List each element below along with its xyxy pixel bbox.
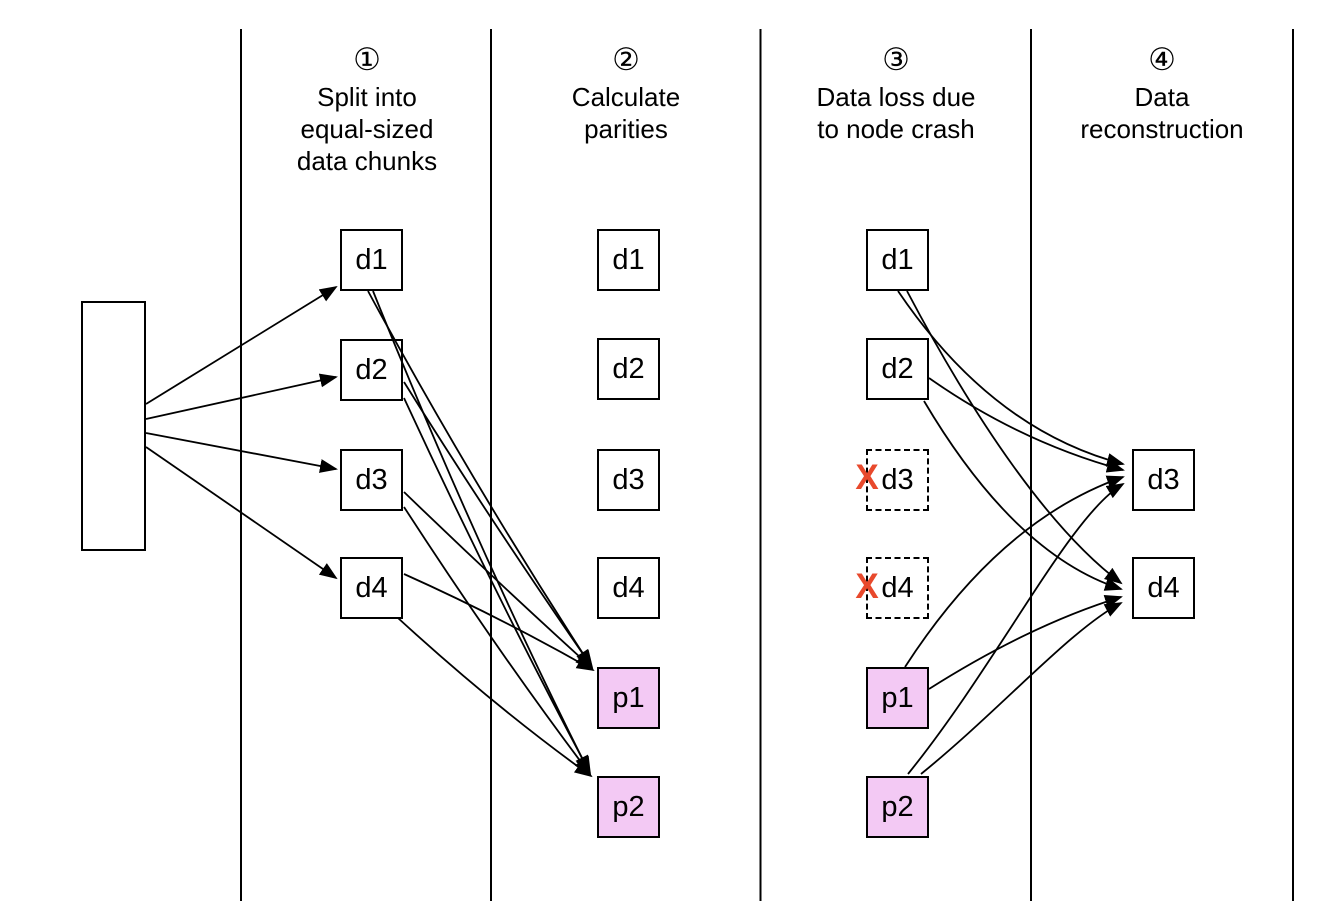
crash-mark-d3: X <box>855 458 879 497</box>
edge-d2-d4r <box>923 400 1123 591</box>
edge-d1-d3r <box>897 290 1125 467</box>
stage3-lost-chunk-d4-label: d4 <box>881 571 914 604</box>
edge-source-d2 <box>145 373 338 420</box>
stage1-title-line3: data chunks <box>296 146 438 176</box>
stage1-chunk-d4-label: d4 <box>355 571 388 604</box>
edge-d3-p2 <box>403 506 592 776</box>
stage2-chunk-d3: d3 <box>597 449 660 511</box>
stage3-title-line1: Data loss due <box>816 82 976 112</box>
stage3-chunk-d1-label: d1 <box>881 243 914 276</box>
stage3-lost-chunk-d3-label: d3 <box>881 463 914 496</box>
stage1-chunk-d1: d1 <box>340 229 403 291</box>
edge-d2-p1 <box>403 381 594 669</box>
edge-d4-p2 <box>397 617 593 778</box>
stage4-reconstructed-d3-label: d3 <box>1147 463 1180 496</box>
stage3-parity-p1-label: p1 <box>881 681 914 714</box>
stage3-parity-p2-label: p2 <box>881 790 914 823</box>
edge-source-d3 <box>145 432 338 473</box>
edge-p1-d4r <box>928 595 1123 690</box>
stage3-chunk-d2-label: d2 <box>881 352 914 385</box>
stage1-header: ① Split into equal-sized data chunks <box>236 42 498 177</box>
stage1-chunk-d3-label: d3 <box>355 463 388 496</box>
stage2-header: ② Calculate parities <box>495 42 757 145</box>
edge-source-d4 <box>145 446 338 580</box>
stage1-number: ① <box>353 42 381 77</box>
crash-mark-d4: X <box>855 567 879 606</box>
stage2-chunk-d2: d2 <box>597 338 660 400</box>
edge-p2-d3r <box>907 482 1125 775</box>
stage3-parity-p2: p2 <box>866 776 929 838</box>
split-arrows <box>145 285 338 580</box>
stage1-chunk-d1-label: d1 <box>355 243 388 276</box>
edge-d1-p2 <box>372 290 590 774</box>
stage4-reconstructed-d4: d4 <box>1132 557 1195 619</box>
stage2-chunk-d4: d4 <box>597 557 660 619</box>
stage4-reconstructed-d3: d3 <box>1132 449 1195 511</box>
edge-source-d1 <box>145 285 338 405</box>
stage1-title-line2: equal-sized <box>300 114 434 144</box>
edge-d2-d3r <box>928 377 1125 473</box>
stage3-chunk-d2: d2 <box>866 338 929 400</box>
stage2-title-line1: Calculate <box>571 82 681 112</box>
stage2-parity-p2: p2 <box>597 776 660 838</box>
edge-p2-d4r <box>920 602 1123 775</box>
stage3-number: ③ <box>882 42 910 77</box>
stage2-parity-p1-label: p1 <box>612 681 645 714</box>
edge-d1-d4r <box>906 290 1123 585</box>
stage1-chunk-d2: d2 <box>340 339 403 401</box>
stage4-number: ④ <box>1148 42 1176 77</box>
stage3-title-line2: to node crash <box>817 114 975 144</box>
stage1-chunk-d4: d4 <box>340 557 403 619</box>
stage2-chunk-d1: d1 <box>597 229 660 291</box>
stage4-title-line2: reconstruction <box>1080 114 1244 144</box>
edge-d3-p1 <box>403 491 594 670</box>
stage1-chunk-d2-label: d2 <box>355 353 388 386</box>
stage4-reconstructed-d4-label: d4 <box>1147 571 1180 604</box>
stage4-header: ④ Data reconstruction <box>1031 42 1293 145</box>
stage1-chunk-d3: d3 <box>340 449 403 511</box>
stage3-parity-p1: p1 <box>866 667 929 729</box>
source-data-block <box>81 301 146 551</box>
stage2-chunk-d1-label: d1 <box>612 243 645 276</box>
edge-d2-p2 <box>403 397 591 775</box>
stage3-header: ③ Data loss due to node crash <box>765 42 1027 145</box>
stage2-title-line2: parities <box>584 114 668 144</box>
stage2-chunk-d3-label: d3 <box>612 463 645 496</box>
stage4-title-line1: Data <box>1134 82 1190 112</box>
stage2-number: ② <box>612 42 640 77</box>
stage3-chunk-d1: d1 <box>866 229 929 291</box>
stage1-title-line1: Split into <box>317 82 417 112</box>
edge-p1-d3r <box>904 475 1125 668</box>
reconstruction-arrows <box>897 290 1125 775</box>
stage2-parity-p1: p1 <box>597 667 660 729</box>
stage2-chunk-d4-label: d4 <box>612 571 645 604</box>
edge-d4-p1 <box>403 573 595 671</box>
stage2-parity-p2-label: p2 <box>612 790 645 823</box>
stage2-chunk-d2-label: d2 <box>612 352 645 385</box>
